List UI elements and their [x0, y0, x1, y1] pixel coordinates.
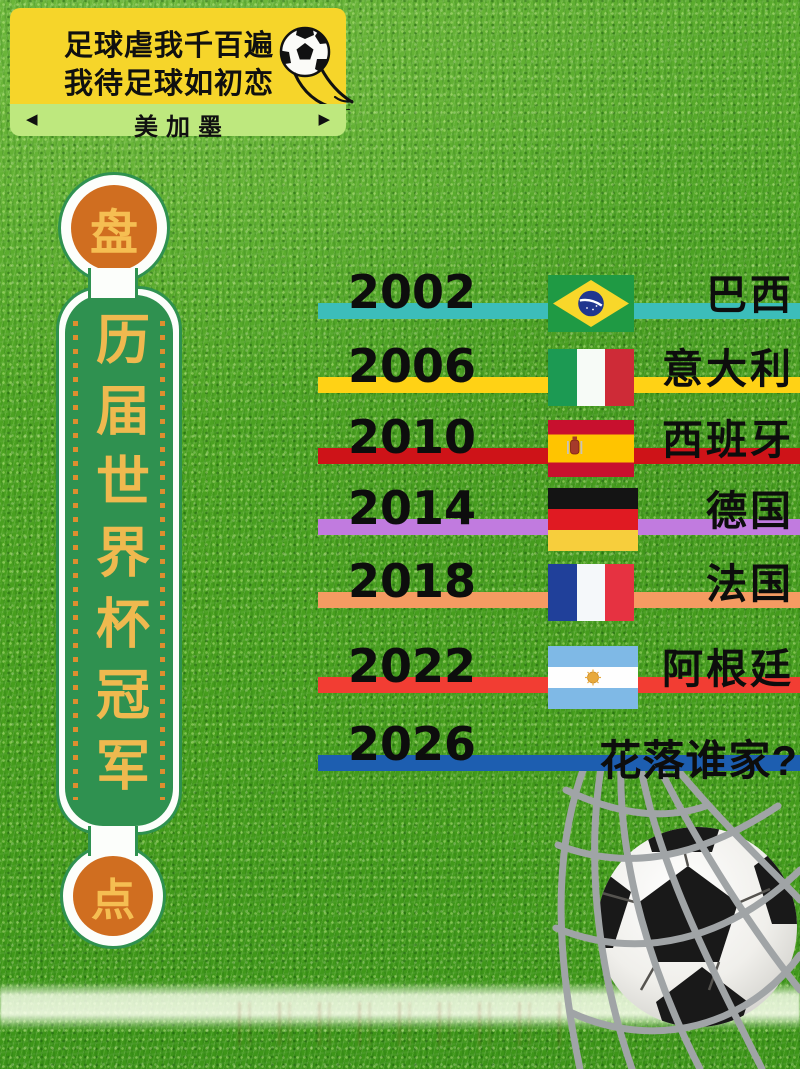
year-label: 2022: [348, 639, 477, 693]
year-label: 2026: [348, 717, 477, 771]
france-flag-icon: [548, 564, 634, 621]
country-label: 巴西: [706, 272, 794, 318]
slogan-line-2: 我待足球如初恋: [64, 68, 275, 100]
spain-flag-icon: [548, 420, 634, 477]
timeline-row-2014: 2014 德国: [0, 479, 800, 563]
brazil-flag-icon: [548, 275, 634, 332]
country-label: 法国: [706, 561, 794, 607]
banner-neck-bottom: [88, 826, 138, 856]
timeline-row-2022: 2022 阿根廷: [0, 637, 800, 721]
header-slogan-box: 足球虐我千百遍 我待足球如初恋: [10, 8, 354, 110]
argentina-flag-icon: [548, 646, 638, 709]
soccer-ball-icon: [279, 26, 354, 110]
year-label: 2006: [348, 339, 477, 393]
country-label: 德国: [706, 488, 794, 534]
nav-label: 美加墨: [134, 114, 230, 141]
country-label: 西班牙: [662, 417, 794, 463]
slogan-line-1: 足球虐我千百遍: [64, 30, 275, 62]
year-label: 2002: [348, 265, 477, 319]
banner-bottom-circle: 点: [60, 843, 166, 949]
banner-dots-left: [73, 321, 78, 800]
banner-body: 历届世界杯冠军: [56, 286, 182, 835]
year-label: 2018: [348, 554, 477, 608]
nav-left-arrow-icon[interactable]: ◀: [26, 111, 38, 128]
timeline-row-2018: 2018 法国: [0, 552, 800, 636]
header-nav-strip: ◀ 美加墨 ▶: [10, 104, 346, 141]
banner-top-circle: 盘: [58, 172, 170, 284]
banner-panel: 历届世界杯冠军: [65, 295, 173, 826]
timeline-bar: [318, 755, 800, 771]
nav-right-arrow-icon[interactable]: ▶: [318, 111, 330, 128]
faint-watermark: [238, 1002, 568, 1046]
year-label: 2010: [348, 410, 477, 464]
timeline-row-2006: 2006 意大利: [0, 337, 800, 421]
banner-neck-top: [88, 268, 138, 298]
country-label: 阿根廷: [662, 646, 794, 692]
banner-dots-right: [160, 321, 165, 800]
timeline-row-2026: 2026 花落谁家?: [0, 715, 800, 799]
country-label: 花落谁家?: [599, 737, 798, 784]
banner-vertical-title: 历届世界杯冠军: [86, 311, 151, 808]
germany-flag-icon: [548, 488, 638, 551]
country-label: 意大利: [662, 346, 794, 392]
year-label: 2014: [348, 481, 477, 535]
banner-top-char: 盘: [71, 185, 157, 271]
timeline-row-2010: 2010 西班牙: [0, 408, 800, 492]
banner-bottom-char: 点: [73, 856, 153, 936]
italy-flag-icon: [548, 349, 634, 406]
timeline-row-2002: 2002 巴西: [0, 263, 800, 347]
